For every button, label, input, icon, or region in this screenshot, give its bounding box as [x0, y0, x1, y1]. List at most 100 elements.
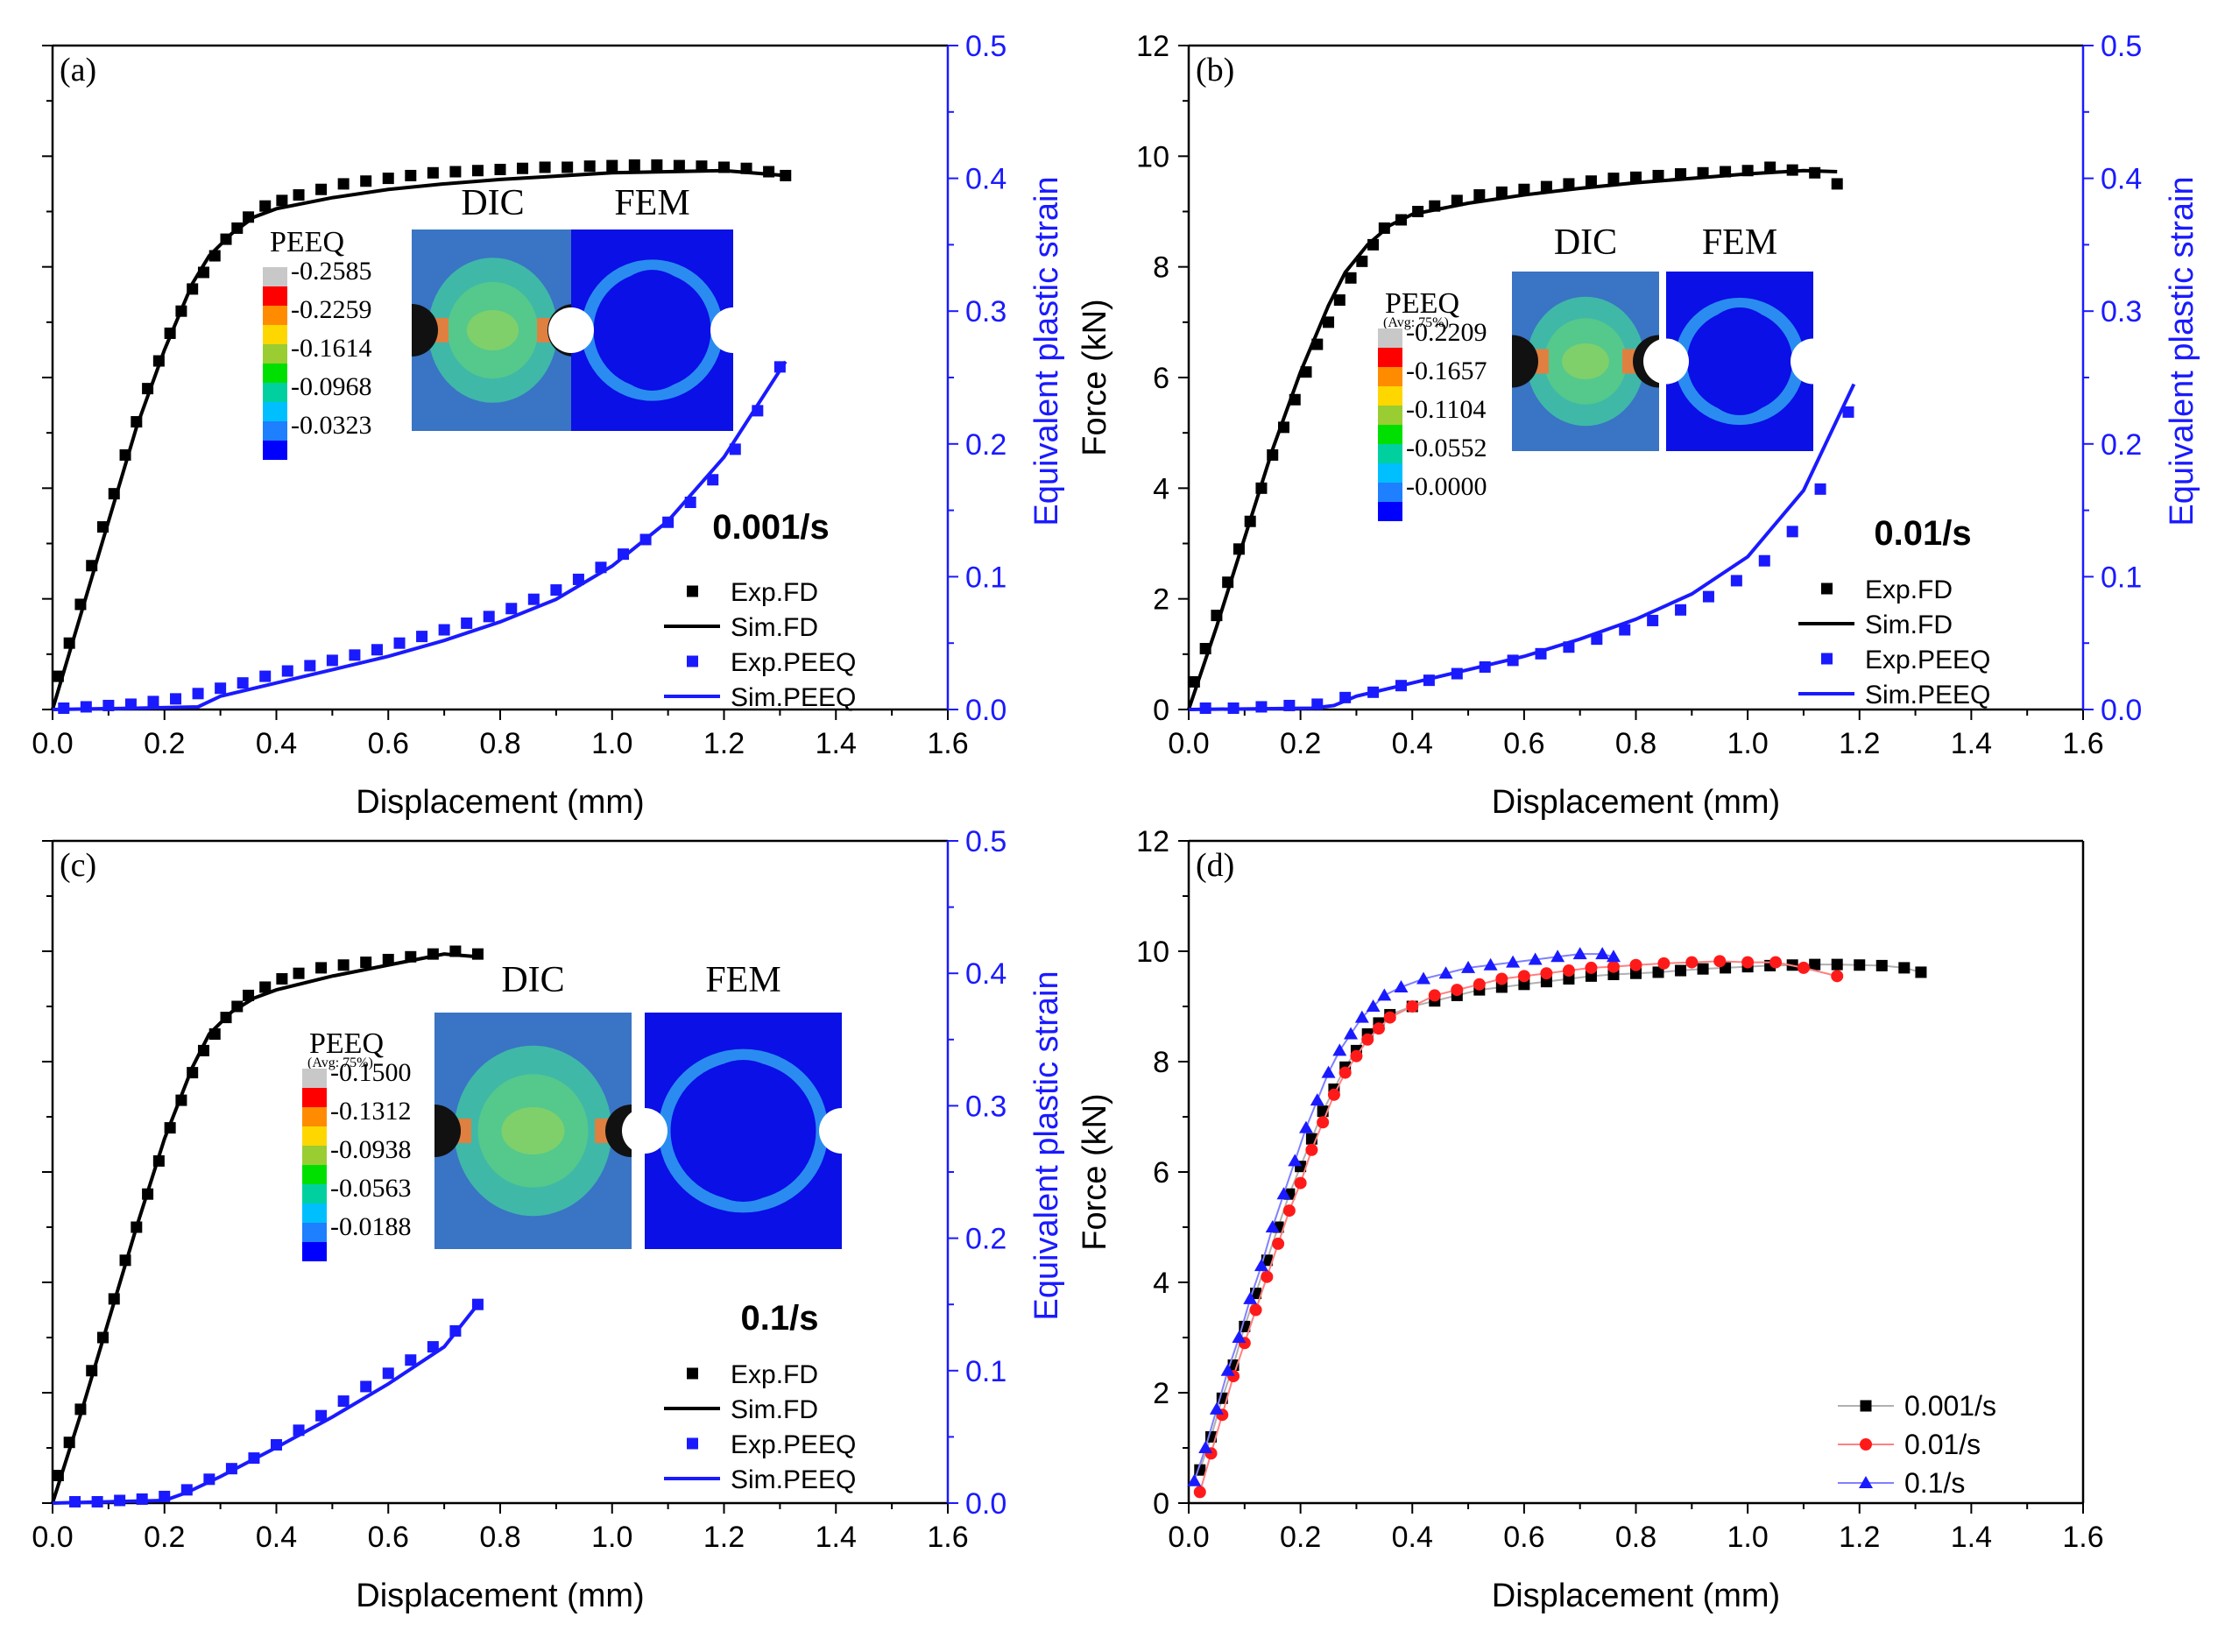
data-point [1764, 161, 1776, 173]
legend-label: Sim.FD [1865, 611, 1953, 639]
colorbar-value: -0.1312 [330, 1097, 412, 1126]
data-point [471, 165, 484, 177]
colorbar-segment [1378, 444, 1402, 463]
y-axis-label: Force (kN) [1077, 299, 1113, 455]
data-point [1187, 1473, 1202, 1486]
legend-label: Exp.PEEQ [731, 648, 856, 677]
x-tick-label: 1.0 [1727, 1521, 1768, 1554]
data-point [1630, 967, 1642, 979]
data-point [281, 665, 293, 677]
colorbar-value: -0.2209 [1406, 318, 1487, 347]
data-point [550, 584, 562, 597]
y2-tick-label: 0.2 [2101, 428, 2142, 462]
data-point [1915, 966, 1927, 978]
data-point [572, 573, 584, 585]
data-point [1243, 1291, 1258, 1304]
data-point [1321, 1065, 1336, 1078]
data-point [1741, 956, 1755, 969]
x-tick-label: 1.2 [703, 727, 745, 760]
data-point [707, 474, 719, 486]
data-point [293, 189, 305, 201]
y-tick-label: 10 [1136, 140, 1169, 173]
colorbar-subtitle: (Avg: 75%) [1383, 315, 1449, 330]
data-point [1528, 952, 1543, 965]
fem-title: FEM [614, 183, 689, 223]
series-line [1188, 383, 1856, 711]
data-point [1518, 183, 1530, 195]
x-tick-label: 0.8 [479, 1521, 520, 1554]
x-tick-label: 0.6 [1503, 1521, 1544, 1554]
data-point [405, 169, 417, 181]
colorbar-segment [302, 1126, 327, 1146]
colorbar-value: -0.0323 [291, 411, 372, 440]
x-tick-label: 0.2 [1280, 727, 1321, 760]
colorbar-value: -0.1657 [1406, 357, 1487, 385]
y2-tick-label: 0.4 [965, 957, 1007, 991]
colorbar-value: -0.0563 [330, 1174, 412, 1203]
data-point [1647, 614, 1659, 626]
x-tick-label: 1.6 [927, 1521, 968, 1554]
data-point [1282, 1204, 1296, 1218]
data-point [1619, 624, 1631, 636]
colorbar-value: -0.2259 [291, 295, 372, 324]
data-point [1854, 959, 1866, 971]
colorbar-segment [263, 402, 287, 421]
data-point [1675, 168, 1687, 180]
colorbar-segment [263, 306, 287, 325]
data-point [438, 624, 450, 636]
data-point [696, 160, 708, 173]
colorbar-segment [302, 1107, 327, 1126]
series-line [51, 168, 786, 710]
data-point [1428, 989, 1441, 1002]
fem-notch-right [1791, 338, 1836, 385]
x-axis-label: Displacement (mm) [356, 784, 644, 821]
data-point [1607, 960, 1620, 973]
data-point [1294, 1176, 1307, 1190]
colorbar-value: -0.0938 [330, 1135, 412, 1164]
data-point [293, 967, 305, 979]
data-point [427, 166, 439, 179]
x-tick-label: 0.6 [368, 727, 409, 760]
colorbar-segment [302, 1146, 327, 1165]
data-point [1786, 526, 1798, 538]
data-point [1333, 294, 1346, 307]
strain-rate-label: 0.1/s [741, 1299, 819, 1338]
fem-notch-right [710, 307, 756, 353]
data-point [315, 1409, 328, 1422]
x-tick-label: 0.4 [1392, 727, 1433, 760]
data-point [80, 701, 92, 713]
data-point [1831, 970, 1844, 983]
y-axis-label: Force (kN) [1077, 1093, 1113, 1250]
x-tick-label: 0.8 [479, 727, 520, 760]
fem-center [604, 270, 701, 391]
fem-notch-left [548, 307, 594, 353]
data-point [337, 1395, 350, 1408]
y2-tick-label: 0.0 [965, 694, 1007, 727]
dic-notch-left [1512, 335, 1539, 388]
data-point [1356, 255, 1368, 267]
series-line [52, 360, 788, 711]
y-tick-label: 12 [1136, 825, 1169, 858]
strain-rate-label: 0.01/s [1874, 514, 1971, 553]
data-point [1473, 189, 1486, 201]
data-point [1831, 958, 1843, 971]
data-point [1675, 964, 1687, 977]
data-point [215, 682, 227, 695]
fem-notch-left [622, 1108, 667, 1154]
x-tick-label: 0.0 [1168, 727, 1209, 760]
series-line [52, 1303, 480, 1505]
data-point [449, 166, 462, 178]
data-point [382, 953, 394, 965]
legend-label: 0.1/s [1904, 1467, 1965, 1499]
data-point [1383, 1011, 1396, 1024]
y2-tick-label: 0.0 [965, 1487, 1007, 1521]
x-tick-label: 1.6 [927, 727, 968, 760]
y-tick-label: 2 [1153, 1377, 1169, 1410]
colorbar-segment [263, 344, 287, 364]
y2-tick-label: 0.5 [965, 825, 1007, 858]
data-point [461, 617, 473, 629]
colorbar-title: PEEQ [1385, 287, 1459, 320]
data-point [259, 981, 272, 993]
data-point [147, 695, 159, 708]
colorbar-segment [302, 1088, 327, 1107]
